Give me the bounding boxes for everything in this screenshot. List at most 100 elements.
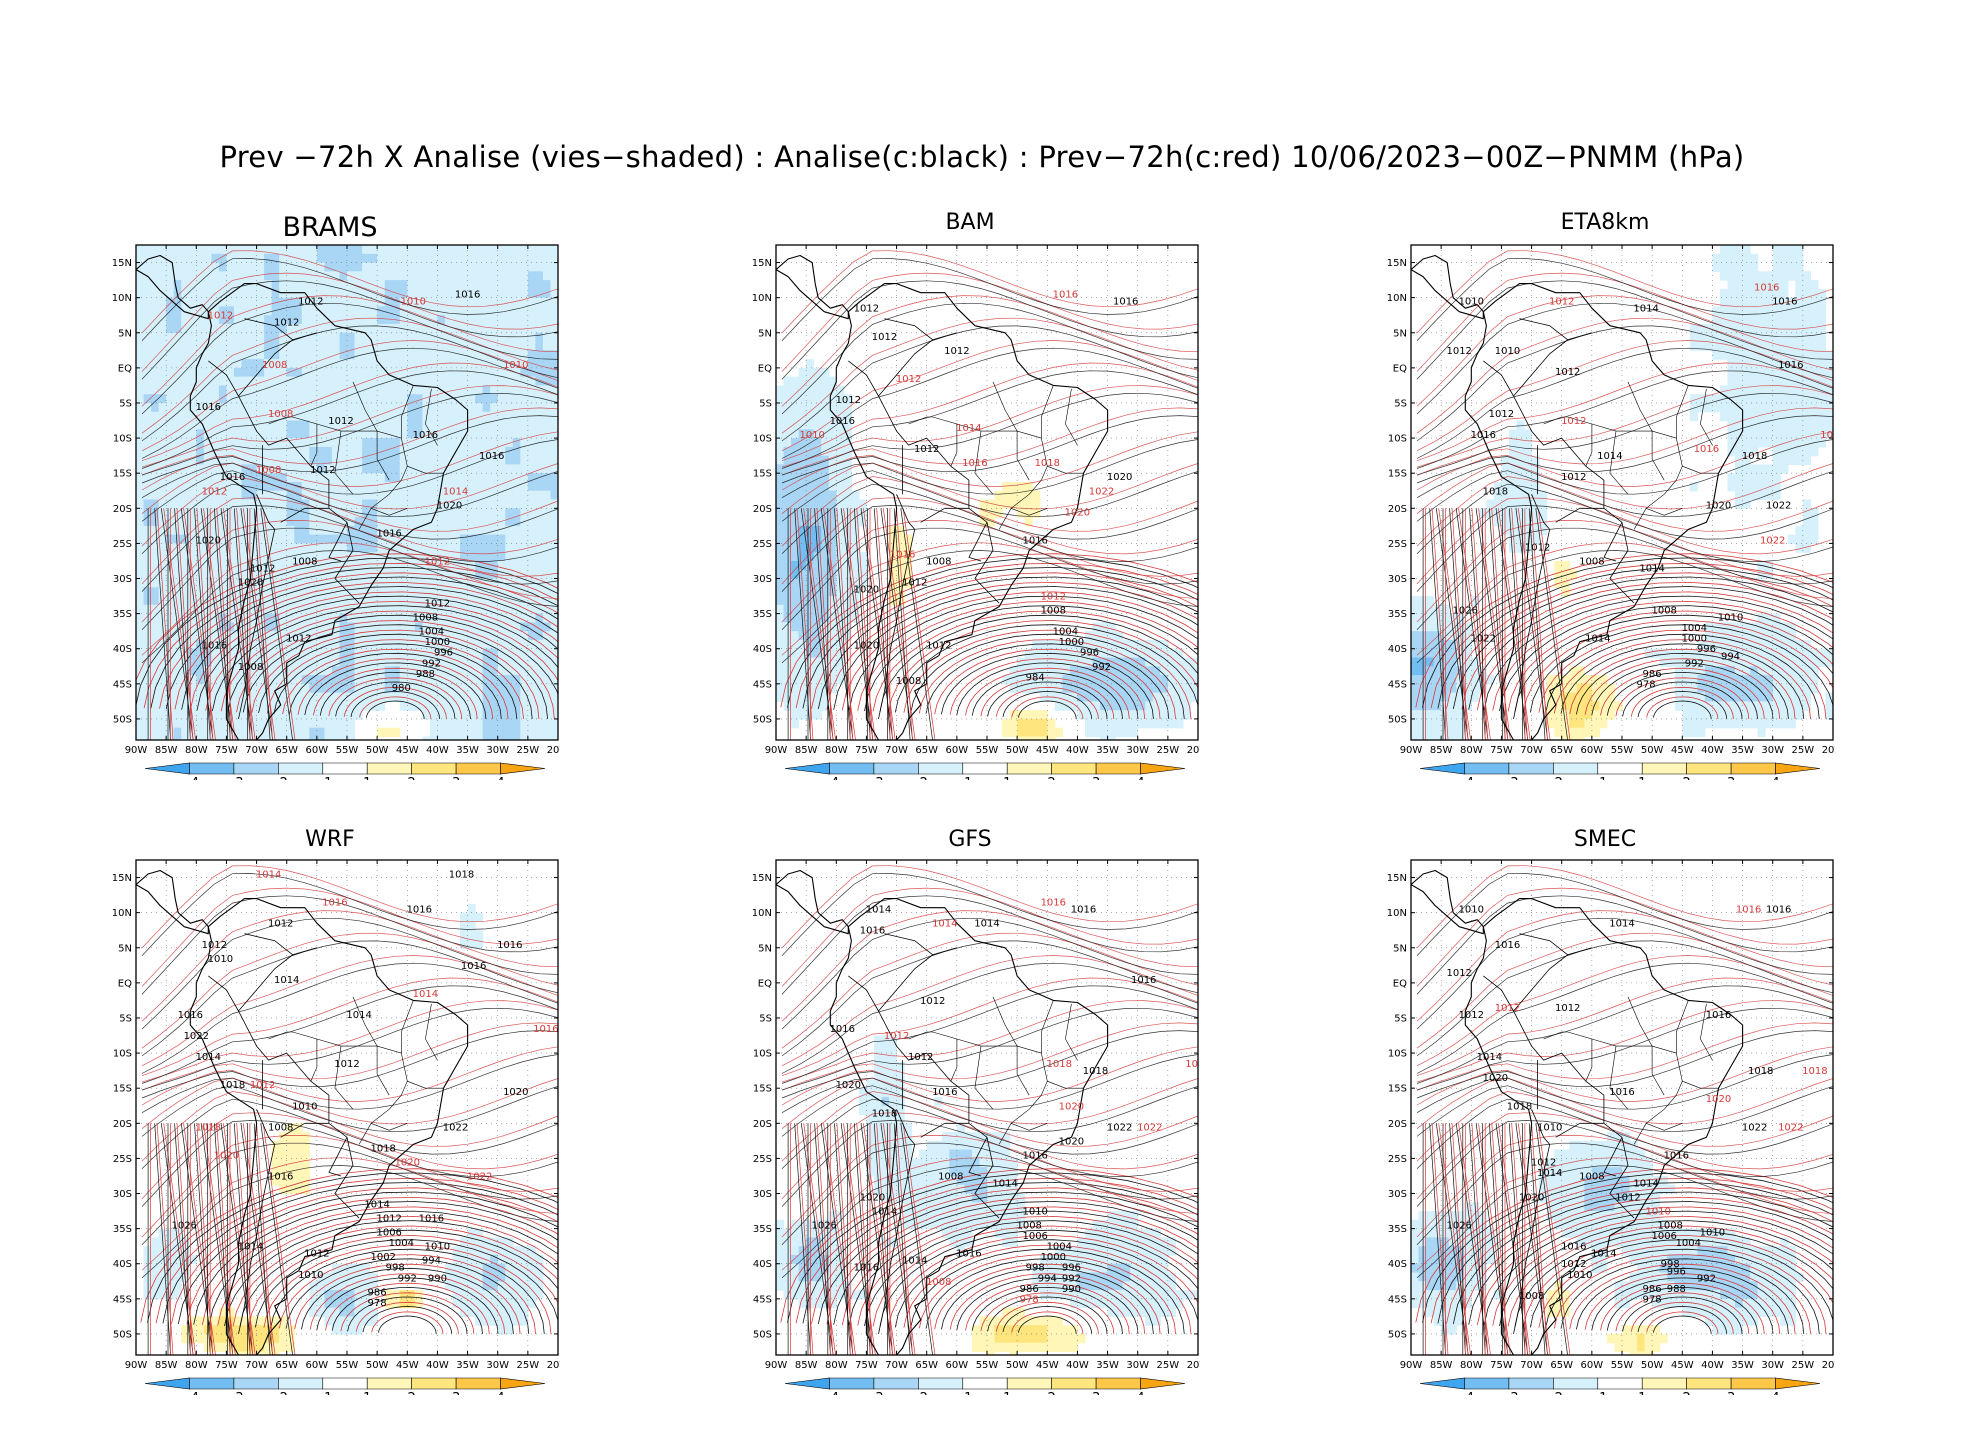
colorbar-label: 1 xyxy=(1638,1391,1646,1395)
lat-tick-label: 10N xyxy=(112,908,132,919)
lat-tick-label: 45S xyxy=(753,1294,772,1305)
isobar-label: 988 xyxy=(416,669,435,680)
isobar-label: 1014 xyxy=(256,870,281,881)
isobar-label: 1012 xyxy=(1041,592,1066,603)
isobar-label: 1022 xyxy=(1766,500,1791,511)
isobar-label: 1014 xyxy=(364,1200,389,1211)
colorbar-label: 3 xyxy=(1092,776,1100,780)
isobar-label: 1008 xyxy=(938,1172,963,1183)
lat-tick-label: 35S xyxy=(113,609,132,620)
colorbar-label: −4 xyxy=(1455,1391,1474,1395)
isobar-label: 1012 xyxy=(854,304,879,315)
isobar-label: 1014 xyxy=(1537,1168,1562,1179)
lat-tick-label: 40S xyxy=(753,1259,772,1270)
isobar-label: 1012 xyxy=(310,465,335,476)
isobar-label: 1010 xyxy=(1700,1228,1725,1239)
lon-tick-label: 60W xyxy=(1581,1360,1604,1371)
isobar-label: 1012 xyxy=(304,1249,329,1260)
isobar-label: 1014 xyxy=(346,1010,371,1021)
isobar-labels: 1018 1014 1016 1016 1012 1016 1016 1012 1010 1014… xyxy=(171,870,558,1309)
lon-tick-label: 75W xyxy=(1490,1360,1513,1371)
isobar-label: 1014 xyxy=(1639,564,1664,575)
colorbar-swatch xyxy=(873,1377,919,1390)
map-figure: 1016 1016 1014 1010 1016 1012 1012 1012 1012 1016… xyxy=(1387,859,1835,1395)
colorbar-swatch xyxy=(1051,1377,1097,1390)
isobar-label: 1018 xyxy=(872,1108,897,1119)
colorbar: −4 −3 −2 −1 1 2 3 4 xyxy=(1419,762,1821,780)
colorbar-swatch xyxy=(1095,1377,1141,1390)
isobar-label: 1016 xyxy=(1022,535,1047,546)
isobar-label: 996 xyxy=(1080,648,1099,659)
lon-tick-label: 60W xyxy=(306,1360,329,1371)
lon-tick-label: 50W xyxy=(1006,1360,1029,1371)
isobar-label: 1012 xyxy=(202,940,227,951)
colorbar-swatch xyxy=(1553,762,1599,775)
lat-tick-label: 30S xyxy=(113,574,132,585)
isobar-label: 1012 xyxy=(1495,1003,1520,1014)
isobar-label: 1012 xyxy=(914,444,939,455)
colorbar-swatch xyxy=(1730,762,1776,775)
lon-tick-label: 25W xyxy=(1792,745,1815,756)
isobar-label: 1012 xyxy=(896,374,921,385)
colorbar-swatch xyxy=(1006,762,1052,775)
isobar-label: 1008 xyxy=(262,360,287,371)
isobar-label: 1016 xyxy=(497,940,522,951)
map-area: 1018 1014 1016 1016 1012 1016 1016 1012 1010 1014… xyxy=(136,860,558,1355)
isobar-label: 1008 xyxy=(268,409,293,420)
map-area: 1016 1016 1012 1012 1012 1012 1012 1016 1010 1014… xyxy=(776,245,1198,740)
isobar-lines xyxy=(1415,250,1833,740)
panel-title: WRF xyxy=(305,827,355,852)
colorbar-swatch xyxy=(500,1377,546,1390)
colorbar-swatch xyxy=(366,1377,412,1390)
colorbar-swatch xyxy=(784,1377,830,1390)
colorbar-label: 3 xyxy=(1727,1391,1735,1395)
isobar-label: 1008 xyxy=(1519,1291,1544,1302)
isobar-label: 1012 xyxy=(944,346,969,357)
map-figure: 1018 1014 1016 1016 1012 1016 1016 1012 1010 1014… xyxy=(112,859,560,1395)
isobar-label: 1008 xyxy=(1579,1172,1604,1183)
lat-tick-label: 50S xyxy=(1388,1329,1407,1340)
isobar-label: 1022 xyxy=(467,1172,492,1183)
lat-tick-label: 5N xyxy=(1393,328,1407,339)
lat-tick-label: 5N xyxy=(1393,943,1407,954)
isobar-label: 1016 xyxy=(932,1087,957,1098)
isobar-label: 1004 xyxy=(419,627,444,638)
colorbar-label: −3 xyxy=(864,776,883,780)
lon-tick-label: 90W xyxy=(765,1360,788,1371)
isobar-label: 1010 xyxy=(1645,1207,1670,1218)
lon-tick-label: 45W xyxy=(1036,745,1059,756)
isobar-label: 1016 xyxy=(1022,1150,1047,1161)
isobar-label: 1012 xyxy=(425,599,450,610)
isobar-label: 998 xyxy=(1661,1259,1680,1270)
isobar-label: 1010 xyxy=(292,1101,317,1112)
colorbar-label: −2 xyxy=(1544,1391,1563,1395)
lat-tick-label: 30S xyxy=(753,1189,772,1200)
colorbar-label: −3 xyxy=(224,1391,243,1395)
graticule xyxy=(136,860,558,1355)
colorbar-swatch xyxy=(962,762,1008,775)
isobar-label: 1014 xyxy=(866,905,891,916)
isobar-label: 1022 xyxy=(1089,486,1114,497)
isobar-label: 1012 xyxy=(1525,542,1550,553)
colorbar-label: −1 xyxy=(953,1391,972,1395)
isobar-label: 984 xyxy=(1026,672,1045,683)
colorbar-label: −2 xyxy=(269,776,288,780)
isobar-label: 1020 xyxy=(1483,1073,1508,1084)
colorbar-swatch xyxy=(1508,1377,1554,1390)
colorbar-label: 4 xyxy=(1771,776,1779,780)
colorbar-swatch xyxy=(411,1377,457,1390)
lon-tick-label: 90W xyxy=(125,1360,148,1371)
colorbar-swatch xyxy=(1641,1377,1687,1390)
isobar-label: 1014 xyxy=(1477,1052,1502,1063)
lon-tick-label: 65W xyxy=(275,1360,298,1371)
isobar-label: 1008 xyxy=(268,1122,293,1133)
colorbar-swatch xyxy=(1140,762,1186,775)
lat-tick-label: 20S xyxy=(753,1119,772,1130)
colorbar-swatch xyxy=(366,762,412,775)
colorbar-swatch xyxy=(1597,762,1643,775)
graticule xyxy=(776,860,1198,1355)
isobar-label: 1014 xyxy=(274,975,299,986)
graticule xyxy=(776,245,1198,740)
isobar-label: 1020 xyxy=(1107,472,1132,483)
colorbar-label: −1 xyxy=(313,776,332,780)
